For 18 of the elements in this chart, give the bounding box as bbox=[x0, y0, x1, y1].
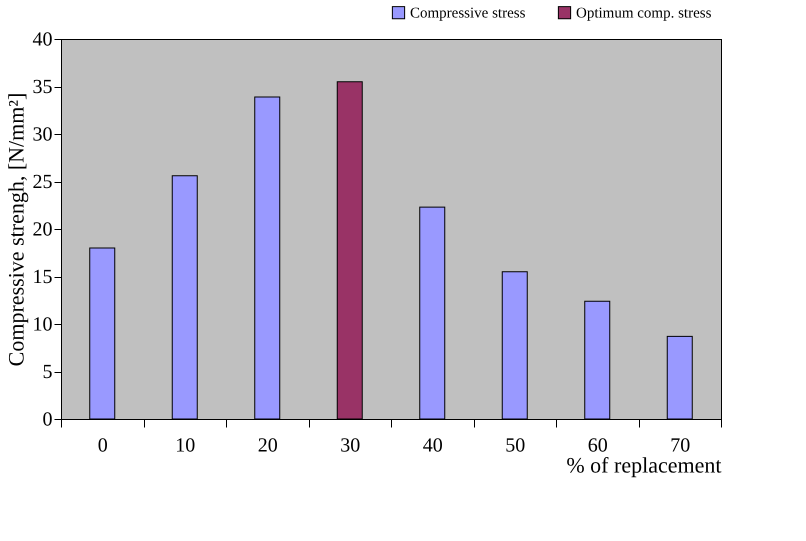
y-tick-label: 0 bbox=[42, 408, 52, 430]
y-tick-label: 20 bbox=[32, 218, 52, 240]
y-axis-title: Compressive strengh, [N/mm²] bbox=[4, 92, 28, 366]
y-tick-label: 30 bbox=[32, 124, 52, 146]
y-tick-label: 10 bbox=[32, 314, 52, 336]
y-tick-label: 35 bbox=[32, 76, 52, 98]
legend-label: Compressive stress bbox=[410, 6, 526, 22]
legend-label: Optimum comp. stress bbox=[576, 6, 712, 22]
x-tick-label: 50 bbox=[505, 434, 526, 456]
y-tick-label: 40 bbox=[32, 28, 52, 50]
y-tick-label: 25 bbox=[32, 171, 52, 193]
x-tick-label: 40 bbox=[422, 434, 443, 456]
x-tick-label: 0 bbox=[98, 434, 108, 456]
x-tick-label: 10 bbox=[175, 434, 196, 456]
x-tick-label: 20 bbox=[258, 434, 278, 456]
y-tick-label: 15 bbox=[32, 266, 52, 288]
x-tick-label: 30 bbox=[340, 434, 360, 456]
y-tick-label: 5 bbox=[42, 361, 52, 383]
